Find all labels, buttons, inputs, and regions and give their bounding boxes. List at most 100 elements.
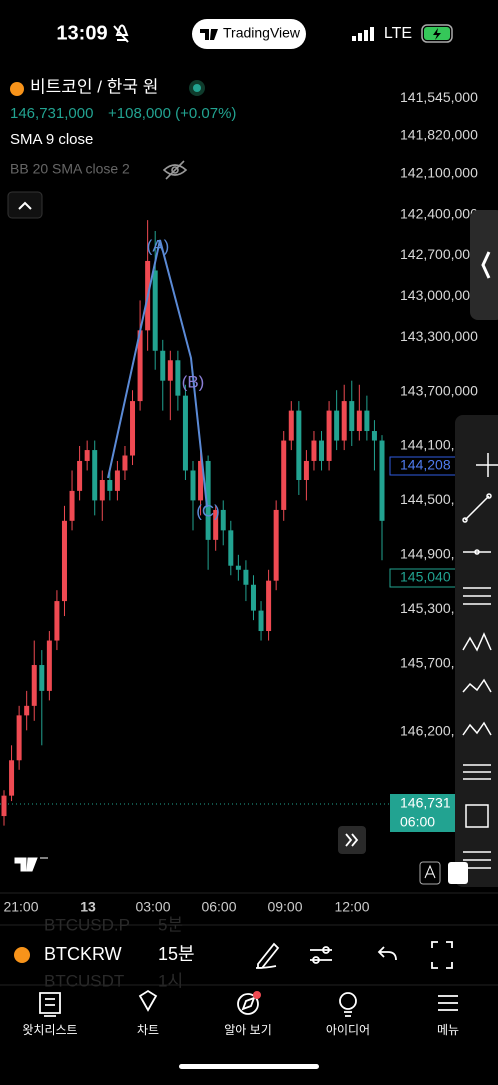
tab-label: 왓치리스트	[22, 1023, 77, 1037]
tab-label: 메뉴	[437, 1023, 459, 1037]
scroll-icon	[345, 833, 359, 847]
charging	[433, 28, 441, 40]
candle-body	[288, 410, 294, 441]
candle-body	[266, 580, 272, 632]
candle-body	[228, 530, 234, 566]
market-dot	[193, 84, 201, 92]
candle-body	[235, 565, 241, 570]
log-scale[interactable]	[448, 862, 468, 884]
candle-body	[16, 715, 22, 761]
candle-body	[175, 360, 181, 396]
x-tick-label: 06:00	[201, 899, 236, 915]
candle-body	[122, 455, 128, 471]
candle-body	[198, 460, 204, 501]
tab-bar: 왓치리스트 차트 알아 보기 아이디어 메뉴	[22, 1023, 459, 1037]
candle-body	[205, 460, 211, 540]
candle-body	[379, 440, 385, 521]
price-tag-label: 144,208	[400, 457, 451, 473]
ghost-symbol: BTCUSD.P	[44, 915, 130, 934]
candle-body	[61, 520, 67, 602]
btc-icon	[14, 947, 30, 963]
candle-body	[99, 480, 105, 501]
last-price-box	[390, 794, 462, 832]
price-tag-label: 145,040	[400, 569, 451, 585]
y-tick-label: 141,545,000	[400, 89, 478, 105]
candle-body	[182, 395, 188, 471]
candle-body	[319, 440, 325, 461]
ghost-interval: 1시	[158, 971, 183, 990]
y-tick-label: 143,000,000	[400, 287, 478, 303]
wave-label: (C)	[196, 501, 220, 520]
app-pill[interactable]	[192, 19, 306, 49]
candle-body	[190, 470, 196, 501]
tab-label: 차트	[137, 1023, 159, 1037]
candle-body	[46, 640, 52, 691]
candle-body	[250, 584, 256, 611]
auto-scale[interactable]	[419, 861, 441, 885]
candle-body	[334, 410, 340, 441]
y-tick-label: 143,300,000	[400, 328, 478, 344]
notification-dot	[253, 991, 261, 999]
candle-body	[220, 509, 226, 531]
candle-body	[77, 460, 83, 491]
auto-icon	[424, 864, 436, 879]
tv-logo	[200, 29, 218, 40]
mute-icon	[113, 24, 129, 43]
candle-body	[258, 610, 264, 632]
indicator: SMA 9 close	[10, 131, 93, 148]
candle-body	[107, 480, 113, 491]
symbol-name: 비트코인 / 한국 원	[30, 77, 158, 96]
candle-body	[1, 795, 7, 817]
candle-body	[371, 431, 377, 441]
candle-body	[114, 470, 120, 491]
tab-icons[interactable]	[39, 989, 458, 1017]
candle-body	[152, 270, 158, 351]
x-tick-label: 21:00	[3, 899, 38, 915]
y-tick-label: 142,700,000	[400, 246, 478, 262]
interval[interactable]: 15분	[158, 944, 195, 964]
candle-body	[24, 705, 30, 716]
x-tick-label: 03:00	[135, 899, 170, 915]
change: +108,000 (+0.07%)	[108, 105, 236, 122]
symbol[interactable]: BTCKRW	[44, 944, 122, 964]
indicator: BB 20 SMA close 2	[10, 161, 130, 177]
toolbar-icons[interactable]	[255, 941, 453, 969]
y-tick-label: 143,700,000	[400, 382, 478, 398]
x-tick-label: 12:00	[334, 899, 369, 915]
candle-body	[137, 330, 143, 402]
candle-body	[31, 665, 37, 706]
collapse-button[interactable]	[7, 191, 43, 219]
candle-body	[39, 665, 45, 691]
price: 146,731,000	[10, 105, 93, 122]
candle-body	[349, 401, 355, 432]
candle-body	[356, 410, 362, 432]
y-tick-label: 141,820,000	[400, 126, 478, 142]
candle-body	[273, 509, 279, 581]
tab-label: 아이디어	[326, 1023, 370, 1037]
wave-label: (A)	[147, 236, 170, 255]
candle-body	[92, 450, 98, 501]
toolbar	[455, 415, 498, 887]
last-price: 146,731	[400, 795, 451, 811]
candle-body	[69, 490, 75, 521]
ghost-interval: 5분	[158, 915, 183, 934]
app-name: TradingView	[223, 25, 301, 41]
tool-icons[interactable]	[462, 453, 498, 869]
btc-icon	[10, 82, 24, 96]
network: LTE	[384, 25, 412, 42]
candle-body	[303, 460, 309, 480]
clock: 13:09	[56, 22, 107, 44]
hide-icon[interactable]	[162, 160, 188, 180]
tab-label: 알아 보기	[224, 1023, 272, 1037]
candle-body	[326, 410, 332, 461]
candle-body	[167, 360, 173, 381]
candle-body	[341, 401, 347, 441]
home-indicator	[179, 1064, 319, 1069]
candle-body	[160, 350, 166, 381]
y-tick-label: 142,100,000	[400, 165, 478, 181]
wave-label: (B)	[182, 372, 205, 391]
candle-body	[54, 601, 60, 641]
wave-lines	[107, 239, 208, 508]
candle-body	[296, 410, 302, 480]
